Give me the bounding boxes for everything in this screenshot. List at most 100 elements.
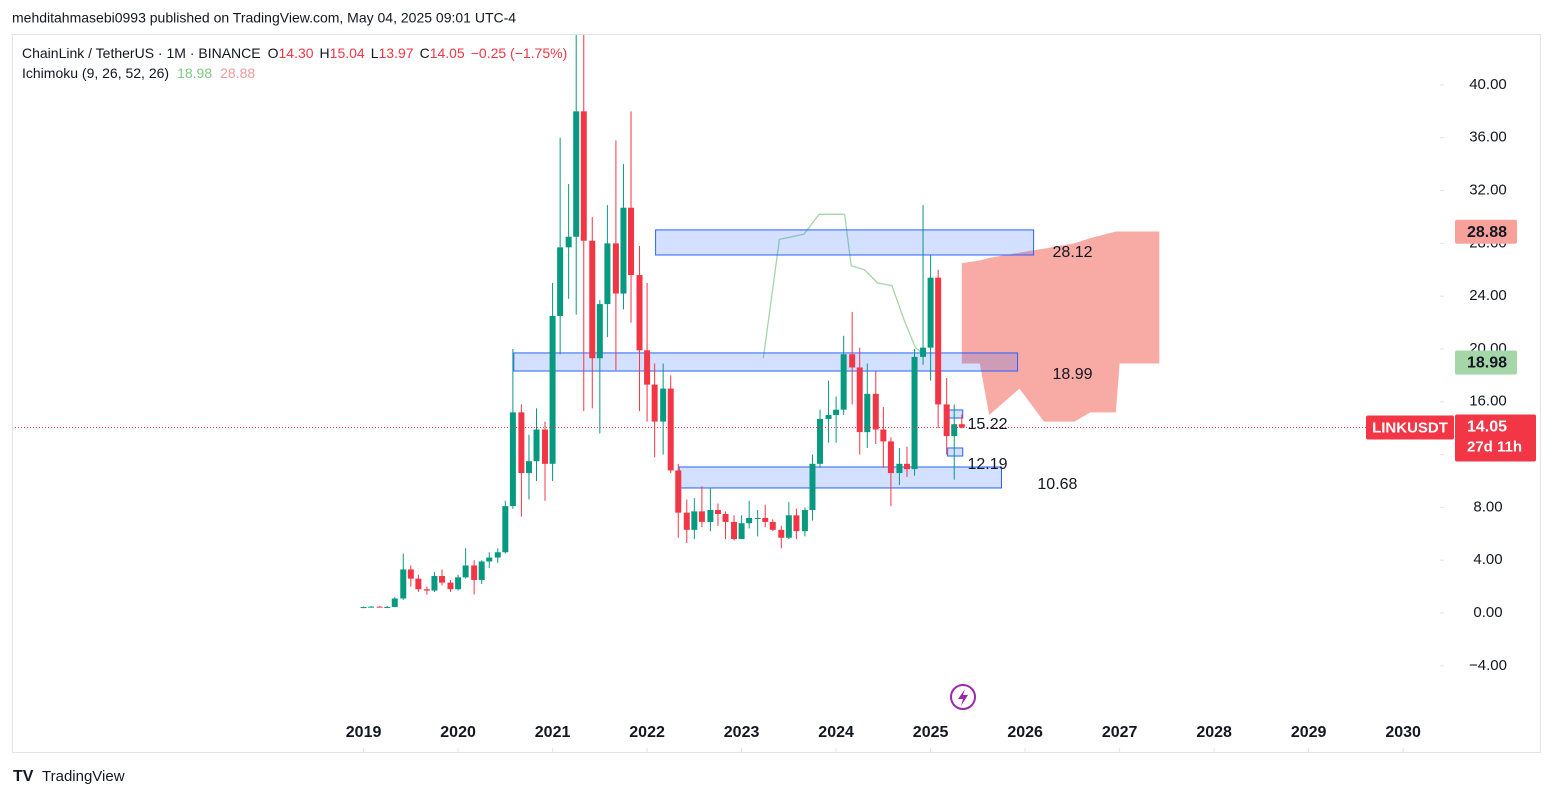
candle-body [903, 463, 910, 470]
candle-body [864, 393, 871, 433]
y-tick-label: 8.00 [1473, 498, 1502, 515]
y-tick-label: 32.00 [1469, 182, 1507, 199]
candle-body [407, 569, 414, 579]
y-tick-label: 4.00 [1473, 551, 1502, 568]
y-tick-label: 0.00 [1473, 604, 1502, 621]
chart-frame [12, 34, 1541, 753]
candle-body [518, 412, 525, 474]
candle-body [628, 207, 635, 276]
indicator-legend: Ichimoku (9, 26, 52, 26) 18.98 28.88 [22, 65, 255, 81]
candle-body [660, 388, 667, 422]
zone [947, 447, 964, 457]
x-tick-label: 2025 [913, 724, 949, 741]
candle-body [935, 277, 942, 405]
candle-body [801, 510, 808, 532]
zone-label: 12.19 [967, 456, 1007, 473]
candle-body [557, 247, 564, 316]
candle-body [707, 510, 714, 522]
footer-brand: TradingView [42, 768, 125, 785]
y-tick-label: 24.00 [1469, 287, 1507, 304]
x-tick-label: 2030 [1385, 724, 1421, 741]
x-tick-label: 2026 [1007, 724, 1043, 741]
candle-body [509, 412, 516, 507]
candle-body [731, 521, 738, 540]
candle-body [439, 576, 446, 583]
candle-body [849, 354, 856, 368]
candle-body [604, 243, 611, 305]
candle-body [809, 463, 816, 511]
legend-change: −0.25 (−1.75%) [471, 45, 568, 61]
candle-body [896, 463, 903, 474]
legend-ohlc-value: 14.05 [430, 45, 465, 61]
candle-body [549, 315, 556, 464]
candle-body [651, 384, 658, 422]
candle-body [762, 517, 769, 522]
event-icon-bolt [958, 689, 968, 706]
candle-body [722, 513, 729, 522]
legend-ohlc-key: O [268, 45, 279, 61]
legend-ohlc-key: C [420, 45, 430, 61]
candle-body [833, 409, 840, 415]
ticker-tag [1366, 415, 1454, 440]
candle-body [667, 388, 674, 471]
candle-body [525, 461, 532, 474]
zone [678, 466, 1002, 489]
legend-ohlc-value: 13.97 [379, 45, 414, 61]
price-tag [1455, 414, 1536, 462]
candle-body [840, 354, 847, 410]
x-tick-label: 2024 [818, 724, 854, 741]
zone-label: 10.68 [1037, 476, 1077, 493]
candle-body [565, 236, 572, 248]
candle-body [455, 577, 462, 590]
candle-body [391, 598, 398, 608]
candle-body [368, 606, 375, 608]
candle-body [360, 607, 367, 609]
publish-header: mehditahmasebi0993 published on TradingV… [12, 10, 516, 26]
candle-body [431, 576, 438, 591]
candle-body [376, 606, 383, 608]
candle-body [533, 429, 540, 462]
zone-label: 15.22 [967, 416, 1007, 433]
candle-body [927, 277, 934, 348]
candle-body [785, 515, 792, 538]
candle-body [817, 418, 824, 464]
ichimoku-cloud [961, 231, 1160, 422]
candle-body [943, 404, 950, 437]
candle-body [644, 350, 651, 385]
candle-body [793, 515, 800, 532]
x-tick-label: 2028 [1196, 724, 1232, 741]
x-tick-label: 2020 [440, 724, 476, 741]
x-tick-label: 2019 [346, 724, 382, 741]
zone [655, 229, 1035, 256]
candle-body [856, 367, 863, 433]
candle-body [486, 557, 493, 562]
y-tick-label: −4.00 [1469, 657, 1507, 674]
x-tick-label: 2023 [724, 724, 760, 741]
candle-body [494, 552, 501, 558]
overlay: −4.000.004.008.0012.0016.0020.0024.0028.… [22, 45, 1536, 752]
legend-ohlc-value: 14.30 [279, 45, 314, 61]
x-tick-label: 2029 [1291, 724, 1327, 741]
zone [947, 409, 964, 419]
countdown-label: 27d 11h [1467, 438, 1522, 455]
candle-body [415, 578, 422, 590]
candle-body [471, 565, 478, 580]
y-tick-label: 36.00 [1469, 129, 1507, 146]
candle-body [384, 607, 391, 609]
x-tick-label: 2022 [629, 724, 665, 741]
indicator-legend-part: Ichimoku (9, 26, 52, 26) [22, 65, 169, 81]
candle-body [573, 111, 580, 237]
candle-body [580, 111, 587, 241]
indicator-legend-part: 28.88 [220, 65, 255, 81]
candle-body [746, 517, 753, 524]
candle-body [698, 511, 705, 522]
candle-body [754, 517, 761, 519]
candle-body [920, 347, 927, 357]
candle-body [887, 441, 894, 474]
candle-body [691, 511, 698, 530]
candle-body [951, 424, 958, 437]
candle-body [596, 304, 603, 359]
candle-body [636, 275, 643, 351]
legend-line: ChainLink / TetherUS · 1M · BINANCE O14.3… [22, 45, 567, 61]
